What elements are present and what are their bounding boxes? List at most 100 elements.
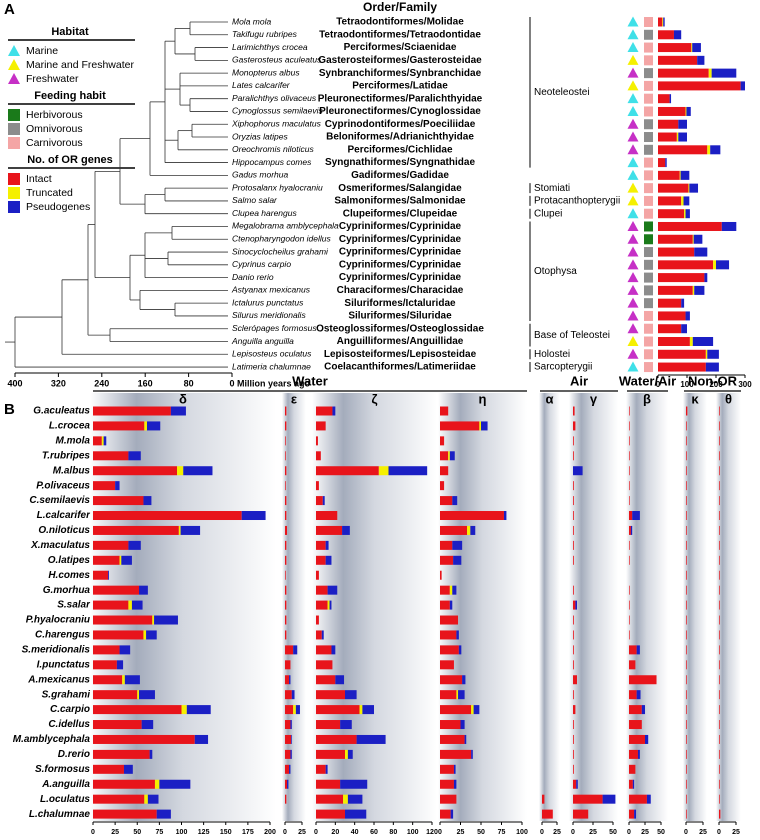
bar bbox=[658, 17, 663, 27]
bar bbox=[291, 690, 295, 700]
bar bbox=[440, 585, 450, 595]
family-label: Tetraodontiformes/Molidae bbox=[336, 17, 464, 28]
family-label: Osmeriformes/Salangidae bbox=[338, 183, 462, 194]
bar bbox=[123, 764, 133, 774]
bar bbox=[689, 183, 699, 193]
bar bbox=[93, 645, 120, 655]
species-label: Anguilla anguilla bbox=[231, 336, 294, 346]
bar bbox=[686, 555, 687, 565]
bar bbox=[719, 734, 720, 744]
species-label: P.hyalocraniu bbox=[26, 615, 90, 626]
bar bbox=[685, 311, 690, 321]
species-label: H.comes bbox=[48, 570, 90, 581]
bar bbox=[449, 600, 453, 610]
bar bbox=[316, 421, 326, 431]
habitat-marker bbox=[627, 233, 639, 244]
species-label: C.carpio bbox=[50, 704, 90, 715]
feeding-marker bbox=[644, 323, 653, 334]
bar bbox=[658, 55, 698, 65]
species-label: C.semilaevis bbox=[29, 495, 90, 506]
bar bbox=[93, 600, 129, 610]
bar bbox=[681, 298, 685, 308]
bar bbox=[658, 94, 670, 104]
bar bbox=[686, 496, 687, 506]
x-tick-label: 50 bbox=[657, 829, 665, 836]
bar bbox=[154, 615, 178, 625]
bar bbox=[719, 660, 720, 670]
species-label: D.rerio bbox=[58, 749, 90, 760]
panel-label: γ bbox=[590, 391, 598, 406]
bar bbox=[573, 764, 574, 774]
panel-label: ε bbox=[291, 391, 297, 406]
feeding-marker bbox=[644, 310, 653, 321]
x-tick-label: 100 bbox=[680, 380, 694, 389]
bar bbox=[573, 421, 576, 431]
bar bbox=[340, 720, 352, 730]
x-tick-label: 40 bbox=[351, 829, 359, 836]
legend-swatch bbox=[8, 123, 20, 135]
bar bbox=[93, 421, 145, 431]
species-label: Mola mola bbox=[232, 16, 271, 26]
bar bbox=[629, 525, 631, 535]
species-label: T.rubripes bbox=[42, 450, 91, 461]
family-label: Cypriniformes/Cyprinidae bbox=[339, 234, 462, 245]
bar bbox=[686, 600, 687, 610]
bar bbox=[575, 600, 577, 610]
habitat-marker bbox=[627, 310, 639, 321]
bar bbox=[316, 585, 328, 595]
bar bbox=[686, 675, 687, 685]
bar bbox=[115, 481, 120, 491]
bar bbox=[128, 600, 132, 610]
feeding-marker bbox=[644, 298, 653, 309]
species-label: M.mola bbox=[56, 436, 91, 447]
family-label: Lepisosteiformes/Lepisosteidae bbox=[324, 349, 477, 360]
x-tick-label: 75 bbox=[498, 829, 506, 836]
bar bbox=[124, 675, 140, 685]
bar bbox=[285, 525, 288, 535]
bar bbox=[658, 196, 682, 206]
bar bbox=[440, 690, 457, 700]
bar bbox=[629, 585, 630, 595]
bar bbox=[293, 645, 298, 655]
bar bbox=[316, 809, 345, 819]
clade-label: Holostei bbox=[534, 349, 570, 360]
species-label: C.harengus bbox=[35, 630, 90, 641]
clade-label: Base of Teleostei bbox=[534, 330, 610, 341]
bar bbox=[719, 615, 720, 625]
bar bbox=[285, 511, 287, 521]
habitat-marker bbox=[627, 105, 639, 116]
bar bbox=[602, 794, 616, 804]
bar bbox=[316, 660, 333, 670]
bar bbox=[629, 406, 630, 416]
bar bbox=[573, 496, 574, 506]
bar bbox=[719, 779, 720, 789]
bar bbox=[719, 540, 720, 550]
bar bbox=[122, 675, 125, 685]
bar bbox=[440, 421, 480, 431]
bar bbox=[335, 675, 345, 685]
bar bbox=[573, 809, 589, 819]
feeding-marker bbox=[644, 247, 653, 258]
x-tick-label: 160 bbox=[138, 378, 153, 388]
species-label: M.amblycephala bbox=[13, 734, 91, 745]
species-label: M.albus bbox=[53, 465, 91, 476]
bar bbox=[285, 630, 287, 640]
species-label: Ictalurus punctatus bbox=[232, 297, 304, 307]
bar bbox=[342, 525, 350, 535]
bar bbox=[137, 690, 140, 700]
bar bbox=[440, 540, 453, 550]
bar bbox=[719, 511, 720, 521]
bar bbox=[658, 145, 708, 155]
bar bbox=[573, 660, 574, 670]
species-label: O.niloticus bbox=[38, 525, 90, 536]
bar bbox=[686, 779, 687, 789]
bar bbox=[686, 645, 687, 655]
bar bbox=[573, 540, 574, 550]
bar bbox=[479, 421, 481, 431]
bar bbox=[316, 436, 318, 446]
bar bbox=[440, 734, 465, 744]
bar bbox=[686, 734, 687, 744]
family-label: Osteoglossiformes/Osteoglossidae bbox=[316, 323, 484, 334]
bar bbox=[146, 421, 161, 431]
clade-label: Stomiati bbox=[534, 183, 570, 194]
